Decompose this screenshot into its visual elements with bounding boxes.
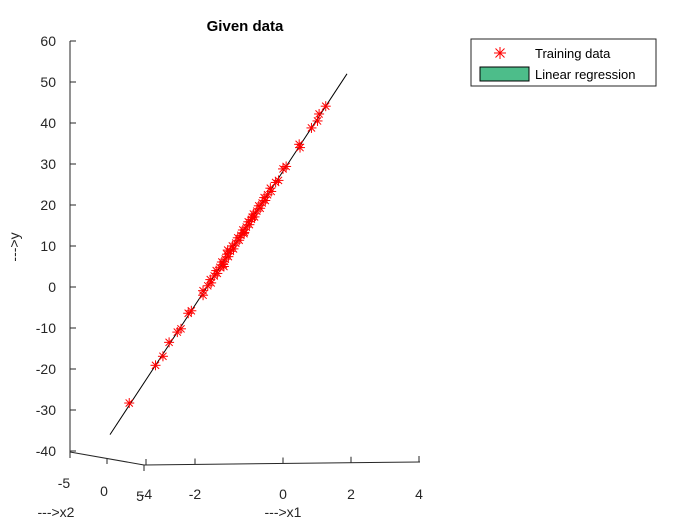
data-point — [186, 305, 197, 316]
axes-frame — [69, 41, 421, 466]
data-point — [157, 351, 168, 362]
x2-tick-label: 0 — [100, 483, 108, 499]
legend-label-regression: Linear regression — [535, 67, 635, 82]
data-point — [306, 122, 317, 133]
x2-tick-label: 5 — [136, 488, 144, 504]
chart-title: Given data — [207, 18, 284, 35]
data-point — [312, 115, 323, 126]
y-tick-label: 40 — [40, 115, 56, 131]
data-point — [247, 212, 258, 223]
y-axis-label: --->y — [6, 232, 22, 261]
x1-tick-label: 4 — [415, 486, 423, 502]
x2-axis-label: --->x2 — [38, 504, 75, 520]
y-ticks: -40 -30 -20 -10 0 10 20 30 40 50 60 — [36, 33, 76, 459]
data-point — [294, 139, 305, 150]
data-point — [164, 337, 175, 348]
data-point — [270, 177, 281, 188]
legend-marker-asterisk — [494, 47, 506, 59]
y-tick-label: 10 — [40, 238, 56, 254]
x1-axis-line — [143, 461, 421, 466]
data-point — [175, 323, 186, 334]
data-point — [238, 228, 249, 239]
data-point — [281, 161, 292, 172]
x1-ticks: -4 -2 0 2 4 — [140, 456, 423, 502]
legend-label-training: Training data — [535, 46, 611, 61]
data-point — [124, 398, 135, 409]
x2-ticks: -5 0 5 — [58, 452, 145, 504]
x1-tick-label: 0 — [279, 486, 287, 502]
x2-tick-label: -5 — [58, 475, 71, 491]
x1-tick-label: 2 — [347, 486, 355, 502]
legend-swatch-regression — [479, 66, 530, 82]
y-tick-label: 60 — [40, 33, 56, 49]
y-tick-label: -40 — [36, 443, 56, 459]
y-tick-label: 0 — [48, 279, 56, 295]
data-point — [273, 175, 284, 186]
y-tick-label: 30 — [40, 156, 56, 172]
data-point — [150, 360, 161, 371]
x1-tick-label: -2 — [189, 486, 202, 502]
y-tick-label: 20 — [40, 197, 56, 213]
data-point — [222, 245, 233, 256]
data-point — [314, 108, 325, 119]
x1-tick-label: -4 — [140, 486, 153, 502]
y-tick-label: -30 — [36, 402, 56, 418]
legend: Training data Linear regression — [470, 38, 657, 87]
y-tick-label: -20 — [36, 361, 56, 377]
y-tick-label: -10 — [36, 320, 56, 336]
y-tick-label: 50 — [40, 74, 56, 90]
data-point — [218, 261, 229, 272]
data-point — [320, 101, 331, 112]
x1-axis-label: --->x1 — [265, 504, 302, 520]
training-data-points — [124, 101, 331, 409]
